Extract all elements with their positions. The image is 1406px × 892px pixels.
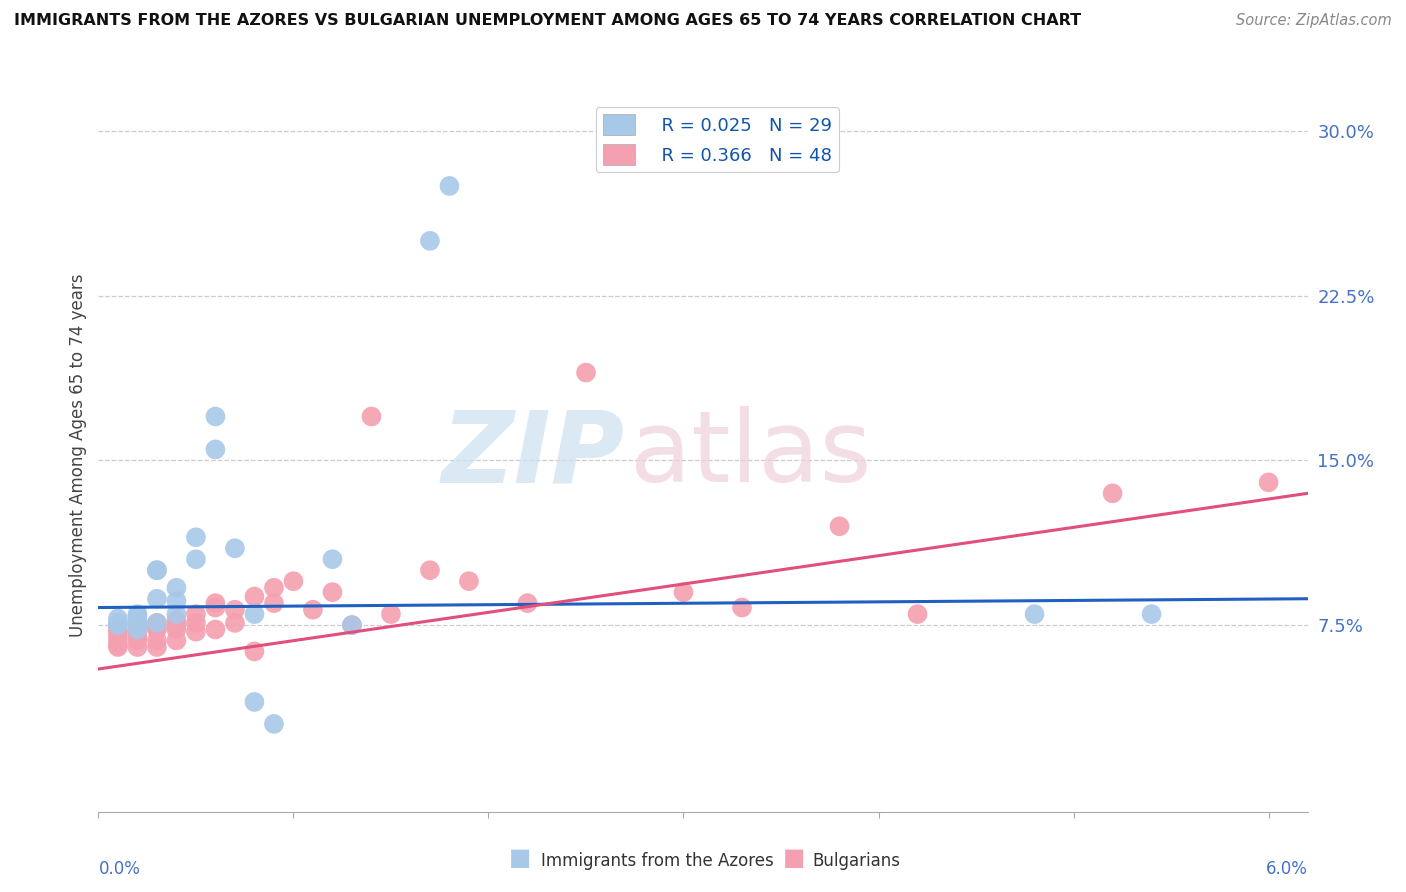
Point [204, 442, 226, 457]
Point [165, 581, 187, 595]
Text: IMMIGRANTS FROM THE AZORES VS BULGARIAN UNEMPLOYMENT AMONG AGES 65 TO 74 YEARS C: IMMIGRANTS FROM THE AZORES VS BULGARIAN … [14, 13, 1081, 29]
Point [127, 615, 149, 630]
Point [243, 695, 266, 709]
Point [127, 614, 149, 628]
Point [1024, 607, 1046, 621]
Point [107, 615, 129, 630]
Point [107, 624, 129, 639]
Point [302, 603, 325, 617]
Point [107, 618, 129, 632]
Point [439, 178, 461, 193]
Point [340, 618, 363, 632]
Point [165, 607, 187, 621]
Point [184, 552, 207, 566]
Point [672, 585, 695, 599]
Point [224, 603, 246, 617]
Point [243, 644, 266, 658]
Point [204, 623, 226, 637]
Point [380, 607, 402, 621]
Point [243, 607, 266, 621]
Text: Bulgarians: Bulgarians [813, 852, 901, 870]
Point [184, 607, 207, 621]
Point [224, 615, 246, 630]
Text: ZIP: ZIP [441, 407, 624, 503]
Point [127, 629, 149, 643]
Text: Immigrants from the Azores: Immigrants from the Azores [541, 852, 775, 870]
Point [1101, 486, 1123, 500]
Point [107, 640, 129, 654]
Point [458, 574, 481, 589]
Point [321, 585, 343, 599]
Point [127, 624, 149, 639]
Text: 0.0%: 0.0% [98, 860, 141, 878]
Point [146, 640, 169, 654]
Text: ■: ■ [783, 846, 806, 870]
Point [127, 633, 149, 648]
Point [146, 620, 169, 634]
Point [146, 591, 169, 606]
Point [107, 629, 129, 643]
Point [146, 623, 169, 637]
Point [828, 519, 851, 533]
Point [419, 234, 441, 248]
Point [146, 615, 169, 630]
Point [127, 640, 149, 654]
Point [127, 623, 149, 637]
Point [321, 552, 343, 566]
Text: ■: ■ [509, 846, 531, 870]
Point [165, 614, 187, 628]
Point [1257, 475, 1279, 490]
Point [575, 366, 598, 380]
Point [360, 409, 382, 424]
Text: atlas: atlas [630, 407, 872, 503]
Point [127, 618, 149, 632]
Point [146, 563, 169, 577]
Point [204, 409, 226, 424]
Point [146, 633, 169, 648]
Text: Source: ZipAtlas.com: Source: ZipAtlas.com [1236, 13, 1392, 29]
Y-axis label: Unemployment Among Ages 65 to 74 years: Unemployment Among Ages 65 to 74 years [69, 273, 87, 637]
Point [146, 615, 169, 630]
Point [184, 530, 207, 544]
Point [340, 618, 363, 632]
Point [263, 581, 285, 595]
Point [127, 607, 149, 621]
Point [516, 596, 538, 610]
Point [263, 717, 285, 731]
Point [907, 607, 929, 621]
Point [184, 624, 207, 639]
Point [165, 618, 187, 632]
Point [165, 633, 187, 648]
Point [731, 600, 754, 615]
Point [243, 590, 266, 604]
Point [263, 596, 285, 610]
Point [107, 623, 129, 637]
Point [107, 611, 129, 625]
Point [1140, 607, 1163, 621]
Point [204, 596, 226, 610]
Point [224, 541, 246, 556]
Point [107, 638, 129, 652]
Point [283, 574, 305, 589]
Point [419, 563, 441, 577]
Point [184, 615, 207, 630]
Point [146, 563, 169, 577]
Point [127, 609, 149, 624]
Point [107, 633, 129, 648]
Text: 6.0%: 6.0% [1265, 860, 1308, 878]
Point [165, 594, 187, 608]
Point [204, 600, 226, 615]
Point [165, 623, 187, 637]
Legend:   R = 0.025   N = 29,   R = 0.366   N = 48: R = 0.025 N = 29, R = 0.366 N = 48 [596, 107, 839, 172]
